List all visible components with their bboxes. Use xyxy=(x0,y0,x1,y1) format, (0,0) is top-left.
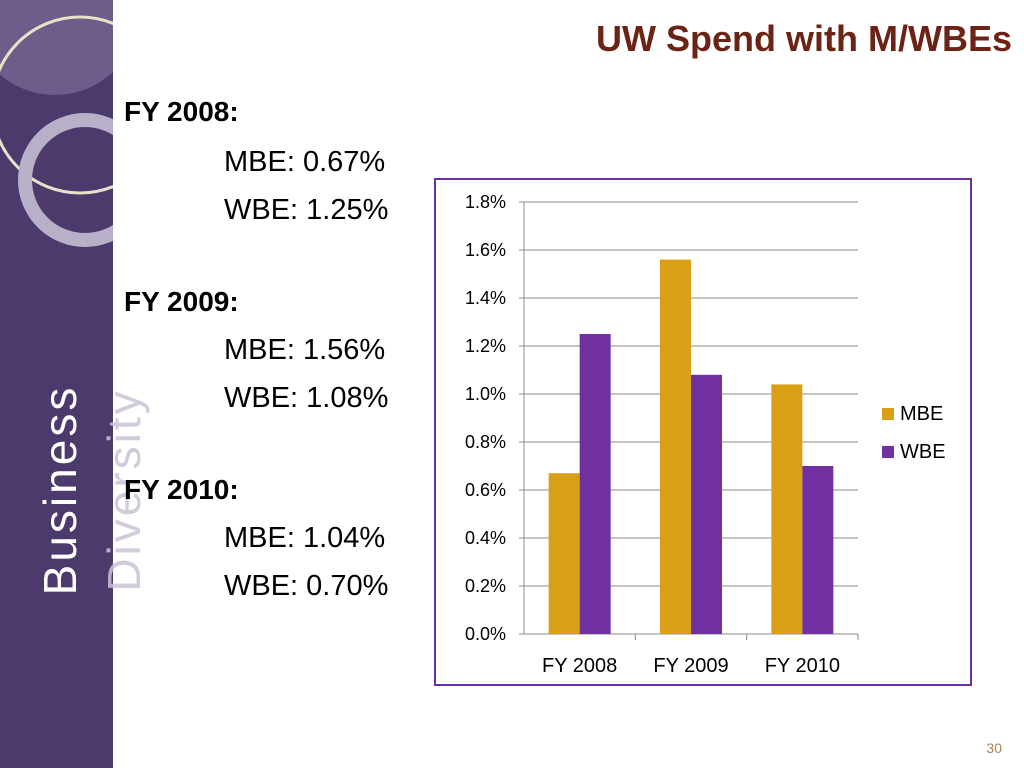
bar-chart: 0.0% 0.2% 0.4% 0.6% 0.8% 1.0% 1.2% 1.4% 1.6% 1.8%… xyxy=(465,192,946,677)
fy-2010-mbe: MBE: 1.04% xyxy=(224,522,386,554)
decorative-rings xyxy=(0,0,113,247)
fy-2010-wbe: WBE: 0.70% xyxy=(224,570,389,602)
fy-2008-wbe: WBE: 1.25% xyxy=(224,194,389,226)
slide-title: UW Spend with M/WBEs xyxy=(596,18,1012,59)
sidebar xyxy=(0,0,113,768)
x-tick-label: FY 2008 xyxy=(542,655,617,677)
y-tick-label: 0.0% xyxy=(465,624,506,644)
bar-mbe-fy-2010 xyxy=(771,384,803,634)
y-tick-label: 1.6% xyxy=(465,240,506,260)
y-tick-label: 1.8% xyxy=(465,192,506,212)
y-tick-label: 0.6% xyxy=(465,480,506,500)
y-tick-label: 0.4% xyxy=(465,528,506,548)
chart-container: 0.0% 0.2% 0.4% 0.6% 0.8% 1.0% 1.2% 1.4% 1.6% 1.8%… xyxy=(434,178,972,686)
y-tick-label: 1.2% xyxy=(465,336,506,356)
fy-2008-heading: FY 2008: xyxy=(124,96,239,127)
bar-wbe-fy-2008 xyxy=(579,334,611,634)
fy-2009-wbe: WBE: 1.08% xyxy=(224,382,389,414)
legend-label-wbe: WBE xyxy=(900,441,946,463)
bar-mbe-fy-2008 xyxy=(548,473,580,634)
y-tick-label: 1.4% xyxy=(465,288,506,308)
fy-2009-mbe: MBE: 1.56% xyxy=(224,334,386,366)
y-tick-label: 0.2% xyxy=(465,576,506,596)
legend-swatch-wbe xyxy=(882,446,894,458)
x-tick-label: FY 2009 xyxy=(653,655,728,677)
fy-2010-heading: FY 2010: xyxy=(124,474,239,505)
fy-2008-mbe: MBE: 0.67% xyxy=(224,146,386,178)
bar-mbe-fy-2009 xyxy=(660,259,691,634)
bar-wbe-fy-2010 xyxy=(802,466,834,634)
x-tick-label: FY 2010 xyxy=(765,655,840,677)
bar-wbe-fy-2009 xyxy=(691,374,722,634)
page-number: 30 xyxy=(986,740,1002,756)
legend-swatch-mbe xyxy=(882,408,894,420)
sidebar-label-business: Business xyxy=(34,384,86,596)
y-tick-label: 0.8% xyxy=(465,432,506,452)
fy-2009-heading: FY 2009: xyxy=(124,286,239,317)
legend-label-mbe: MBE xyxy=(900,403,943,425)
y-tick-label: 1.0% xyxy=(465,384,506,404)
